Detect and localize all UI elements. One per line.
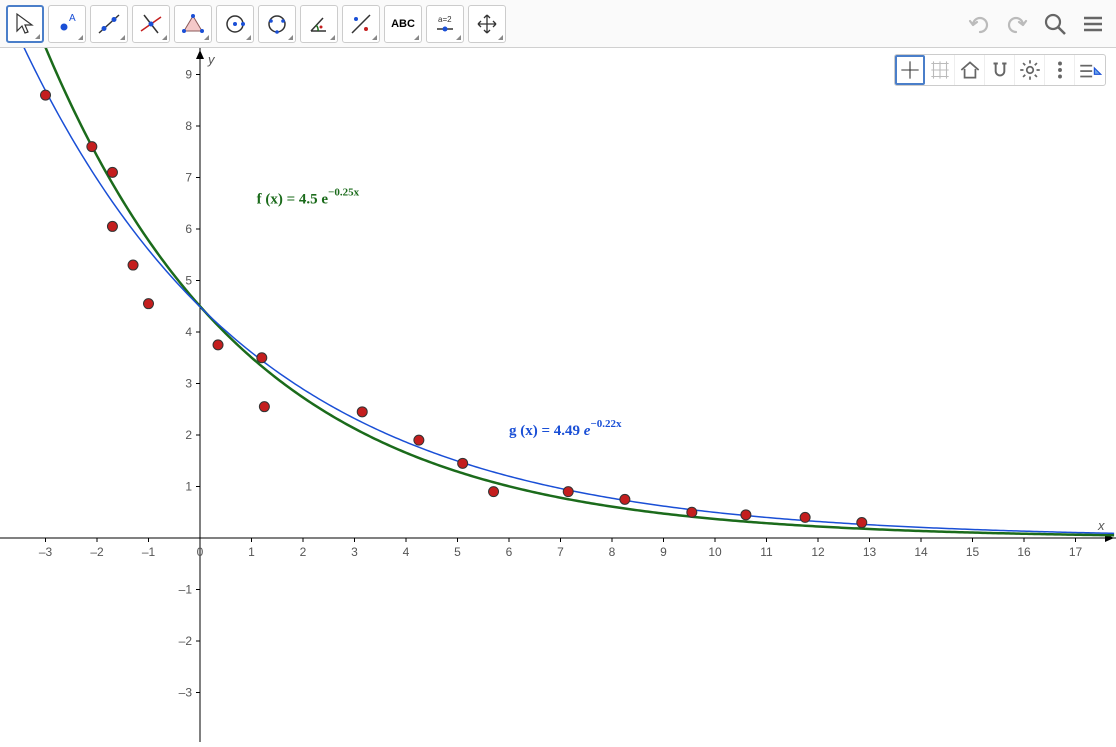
polygon-tool[interactable] xyxy=(174,5,212,43)
text-tool[interactable]: ABC xyxy=(384,5,422,43)
plot-svg: –3–2–101234567891011121314151617–3–2–112… xyxy=(0,48,1116,742)
svg-text:1: 1 xyxy=(185,480,192,494)
svg-text:15: 15 xyxy=(966,545,980,559)
svg-text:9: 9 xyxy=(185,68,192,82)
svg-text:5: 5 xyxy=(454,545,461,559)
svg-text:5: 5 xyxy=(185,274,192,288)
svg-text:4: 4 xyxy=(403,545,410,559)
circle-tool[interactable] xyxy=(216,5,254,43)
conic-tool[interactable] xyxy=(258,5,296,43)
text-tool-label: ABC xyxy=(391,18,415,30)
svg-text:3: 3 xyxy=(185,377,192,391)
search-button[interactable] xyxy=(1038,7,1072,41)
svg-text:0: 0 xyxy=(197,545,204,559)
svg-text:1: 1 xyxy=(248,545,255,559)
slider-tool[interactable]: a=2 xyxy=(426,5,464,43)
svg-text:–3: –3 xyxy=(179,686,193,700)
svg-text:7: 7 xyxy=(557,545,564,559)
menu-button[interactable] xyxy=(1076,7,1110,41)
svg-text:16: 16 xyxy=(1017,545,1031,559)
point-tool[interactable]: A xyxy=(48,5,86,43)
svg-text:y: y xyxy=(207,52,216,67)
reflect-tool[interactable] xyxy=(342,5,380,43)
graph-canvas[interactable]: –3–2–101234567891011121314151617–3–2–112… xyxy=(0,48,1116,742)
line-tool[interactable] xyxy=(90,5,128,43)
svg-text:–2: –2 xyxy=(90,545,104,559)
angle-tool[interactable] xyxy=(300,5,338,43)
svg-text:8: 8 xyxy=(185,119,192,133)
move-tool[interactable] xyxy=(6,5,44,43)
svg-text:–3: –3 xyxy=(39,545,53,559)
undo-button[interactable] xyxy=(962,7,996,41)
svg-text:2: 2 xyxy=(300,545,307,559)
svg-text:4: 4 xyxy=(185,325,192,339)
svg-text:9: 9 xyxy=(660,545,667,559)
main-toolbar: A ABC a=2 xyxy=(0,0,1116,48)
svg-text:17: 17 xyxy=(1069,545,1083,559)
svg-text:f (x) = 4.5 e−0.25x: f (x) = 4.5 e−0.25x xyxy=(257,186,360,207)
svg-text:2: 2 xyxy=(185,428,192,442)
svg-text:x: x xyxy=(1097,518,1105,533)
svg-text:14: 14 xyxy=(914,545,928,559)
perpendicular-tool[interactable] xyxy=(132,5,170,43)
svg-text:11: 11 xyxy=(760,545,773,559)
svg-text:13: 13 xyxy=(863,545,877,559)
svg-text:g (x) = 4.49 e−0.22x: g (x) = 4.49 e−0.22x xyxy=(509,418,622,439)
svg-text:A: A xyxy=(69,13,76,24)
slider-tool-label: a=2 xyxy=(438,15,452,24)
svg-text:10: 10 xyxy=(708,545,722,559)
pan-tool[interactable] xyxy=(468,5,506,43)
svg-text:7: 7 xyxy=(185,171,192,185)
redo-button[interactable] xyxy=(1000,7,1034,41)
svg-text:12: 12 xyxy=(811,545,825,559)
svg-text:–1: –1 xyxy=(179,583,193,597)
svg-text:6: 6 xyxy=(506,545,513,559)
svg-text:–1: –1 xyxy=(142,545,156,559)
svg-text:–2: –2 xyxy=(179,634,193,648)
svg-text:8: 8 xyxy=(609,545,616,559)
svg-text:3: 3 xyxy=(351,545,358,559)
svg-text:6: 6 xyxy=(185,222,192,236)
